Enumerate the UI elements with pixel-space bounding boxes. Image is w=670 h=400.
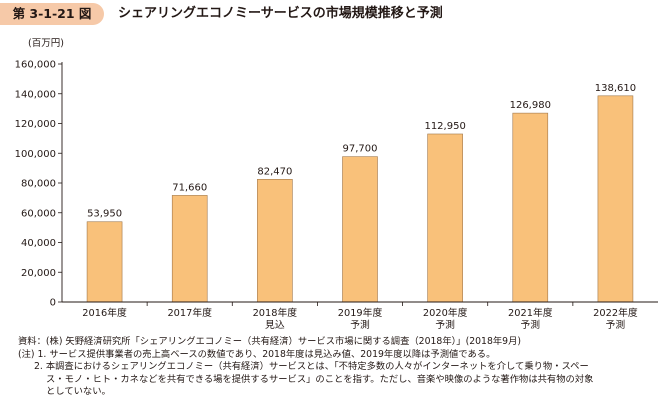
figure-notes: 資料：(株) 矢野経済研究所「シェアリングエコノミー（共有経済）サービス市場に関…	[18, 336, 663, 399]
bar	[512, 112, 549, 303]
note-2-line-2: ス・モノ・ヒト・カネなどを共有できる場を提供するサービス」のことを指す。ただし、…	[46, 373, 594, 385]
figure-number-badge: 第 3-1-21 図	[0, 3, 104, 25]
x-category-label: 見込	[265, 319, 285, 331]
bar	[257, 179, 293, 303]
figure-header: 第 3-1-21 図 シェアリングエコノミーサービスの市場規模推移と予測	[0, 0, 670, 28]
bar-chart: (百万円) 0 20,000 40,000 60,000 80,000 100,000 120…	[15, 38, 658, 331]
bar-value-label: 112,950	[424, 121, 465, 132]
bar-value-label: 53,950	[87, 209, 122, 220]
x-category-label: 2018年度	[253, 306, 298, 319]
y-tick-label: 100,000	[15, 149, 56, 160]
bar-value-label: 97,700	[343, 144, 378, 155]
bar-value-label: 71,660	[172, 182, 207, 193]
x-category-label: 2016年度	[82, 306, 127, 319]
bar-value-label: 82,470	[257, 166, 292, 177]
y-tick-label: 0	[50, 298, 56, 309]
bar	[342, 156, 378, 303]
y-tick-label: 120,000	[15, 119, 56, 130]
note-2-line-3: としていない。	[46, 386, 111, 397]
y-tick-label: 20,000	[21, 268, 56, 279]
figure-title: シェアリングエコノミーサービスの市場規模推移と予測	[118, 6, 443, 21]
bar	[427, 133, 463, 303]
y-tick-label: 140,000	[15, 89, 56, 100]
x-category-label: 2022年度	[593, 306, 638, 319]
y-unit-label: (百万円)	[28, 38, 64, 49]
x-category-label: 予測	[606, 318, 626, 331]
y-tick-label: 80,000	[21, 179, 56, 190]
bar	[171, 195, 208, 303]
x-category-label: 予測	[350, 318, 370, 331]
x-category-label: 2020年度	[423, 306, 468, 319]
bar-value-label: 126,980	[510, 100, 551, 111]
bar	[86, 221, 123, 303]
y-tick-label: 60,000	[21, 208, 56, 219]
source-note: 資料：(株) 矢野経済研究所「シェアリングエコノミー（共有経済）サービス市場に関…	[18, 336, 522, 347]
bar	[597, 95, 634, 303]
x-category-label: 2017年度	[167, 306, 212, 319]
note-2-line-1: 2. 本調査におけるシェアリングエコノミー（共有経済）サービスとは、「不特定多数…	[34, 361, 589, 372]
x-category-label: 予測	[435, 318, 455, 331]
x-category-label: 2021年度	[508, 306, 553, 319]
note-1: (注) 1. サービス提供事業者の売上高ベースの数値であり、2018年度は見込み…	[18, 348, 496, 360]
x-category-label: 2019年度	[338, 306, 383, 319]
y-tick-label: 40,000	[21, 238, 56, 249]
y-tick-label: 160,000	[15, 60, 56, 71]
x-category-label: 予測	[520, 318, 540, 331]
bar-value-label: 138,610	[595, 83, 636, 94]
